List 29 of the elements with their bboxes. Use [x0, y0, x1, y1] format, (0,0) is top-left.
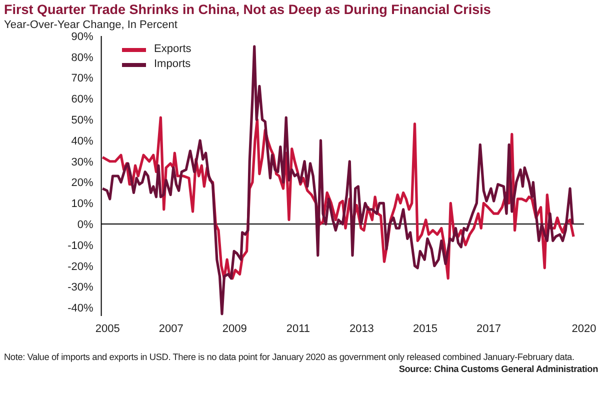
y-tick-label: -40% [68, 302, 94, 315]
y-tick-label: 80% [71, 52, 94, 64]
chart-subtitle: Year-Over-Year Change, In Percent [4, 19, 178, 31]
y-tick-label: 30% [71, 156, 94, 168]
x-tick-label: 2015 [412, 322, 438, 335]
chart-title: First Quarter Trade Shrinks in China, Not as Deep as During Financial Crisis [4, 2, 491, 17]
y-tick-label: 50% [71, 114, 94, 126]
x-tick-label: 2009 [222, 322, 247, 335]
x-tick-label: 2013 [349, 322, 374, 335]
line-series [101, 45, 574, 316]
x-tick-label: 2005 [95, 322, 120, 335]
text: Note: Value of imports and exports in USD. There is no data point for January 2020 as government only released combined January-February data. [4, 352, 576, 362]
x-tick-label: 2020 [572, 322, 596, 335]
y-tick-label: -20% [68, 260, 94, 273]
y-tick-label: 70% [71, 72, 94, 85]
y-tick-label: 40% [71, 135, 94, 148]
legend-label: Imports [154, 57, 191, 72]
source-note: Source: China Customs General Administration [398, 364, 598, 374]
y-tick-label: 20% [71, 177, 94, 190]
y-tick-label: 10% [71, 198, 94, 210]
x-tick-label: 2017 [476, 322, 501, 335]
x-tick-label: 2007 [158, 322, 184, 335]
y-tick-label: 0% [77, 218, 94, 231]
y-tick-label: -10% [68, 240, 94, 252]
y-tick-label: -30% [68, 282, 94, 294]
legend-label: Exports [154, 42, 192, 57]
x-tick-label: 2011 [286, 322, 310, 335]
y-tick-label: 60% [71, 94, 94, 106]
y-tick-label: 90% [71, 30, 94, 43]
